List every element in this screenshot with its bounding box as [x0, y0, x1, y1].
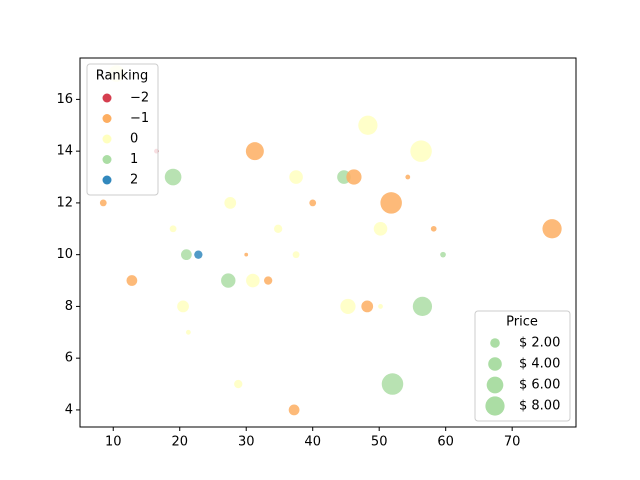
point	[412, 296, 433, 317]
point	[361, 300, 374, 313]
legend-label: $ 4.00	[519, 357, 560, 372]
legend-marker	[102, 134, 112, 144]
legend-label: $ 6.00	[519, 378, 560, 393]
point	[246, 273, 260, 288]
point	[224, 197, 237, 209]
point	[169, 225, 177, 233]
y-tick-label: 10	[56, 247, 73, 262]
point	[378, 304, 383, 309]
point	[126, 275, 138, 286]
x-tick-label: 50	[371, 435, 388, 450]
point	[292, 251, 300, 259]
legend-marker	[485, 396, 505, 416]
point	[373, 221, 388, 236]
point	[430, 225, 437, 232]
point	[185, 329, 191, 335]
point	[289, 170, 303, 184]
legend-label: −2	[130, 91, 149, 106]
legend-title: Price	[506, 315, 538, 330]
legend-label: 2	[130, 173, 138, 188]
y-tick-label: 8	[65, 299, 73, 314]
point	[410, 140, 432, 162]
point	[405, 174, 411, 180]
point	[340, 298, 356, 315]
legend-box	[474, 310, 571, 422]
point	[245, 142, 264, 161]
legend-title: Ranking	[96, 69, 149, 84]
point	[440, 251, 446, 258]
point	[164, 168, 182, 186]
point	[181, 249, 192, 261]
point	[381, 373, 404, 395]
frame	[79, 57, 577, 428]
legend-marker	[102, 175, 112, 185]
legend-label: $ 8.00	[519, 399, 560, 414]
legend-marker	[102, 155, 112, 164]
point	[177, 300, 189, 313]
x-tick-label: 70	[504, 435, 521, 450]
point	[309, 199, 317, 207]
legend-marker	[102, 114, 112, 123]
point	[244, 252, 249, 257]
point	[99, 199, 107, 207]
y-tick-label: 16	[56, 92, 73, 107]
y-tick-label: 14	[56, 144, 73, 159]
point	[273, 224, 283, 233]
legend-box	[86, 63, 159, 196]
point	[263, 276, 273, 285]
legend-marker	[488, 357, 502, 371]
point	[358, 115, 378, 135]
point	[542, 219, 562, 239]
legend-marker	[102, 93, 112, 103]
legend-label: 0	[130, 132, 138, 147]
legend-marker	[486, 376, 504, 394]
point	[221, 273, 236, 288]
point	[346, 169, 362, 185]
x-tick-label: 30	[238, 435, 255, 450]
legend-marker	[490, 338, 500, 348]
point	[194, 250, 203, 259]
y-tick-label: 12	[56, 195, 73, 210]
legend-label: $ 2.00	[519, 336, 560, 351]
legend-label: 1	[130, 152, 138, 167]
x-tick-label: 40	[304, 435, 321, 450]
x-tick-label: 20	[171, 435, 188, 450]
point	[288, 404, 300, 416]
y-tick-label: 6	[65, 351, 73, 366]
y-tick-label: 4	[65, 402, 73, 417]
x-tick-label: 10	[105, 435, 122, 450]
legend-label: −1	[130, 111, 149, 126]
x-tick-label: 60	[437, 435, 454, 450]
point	[380, 192, 402, 214]
point	[234, 379, 243, 389]
